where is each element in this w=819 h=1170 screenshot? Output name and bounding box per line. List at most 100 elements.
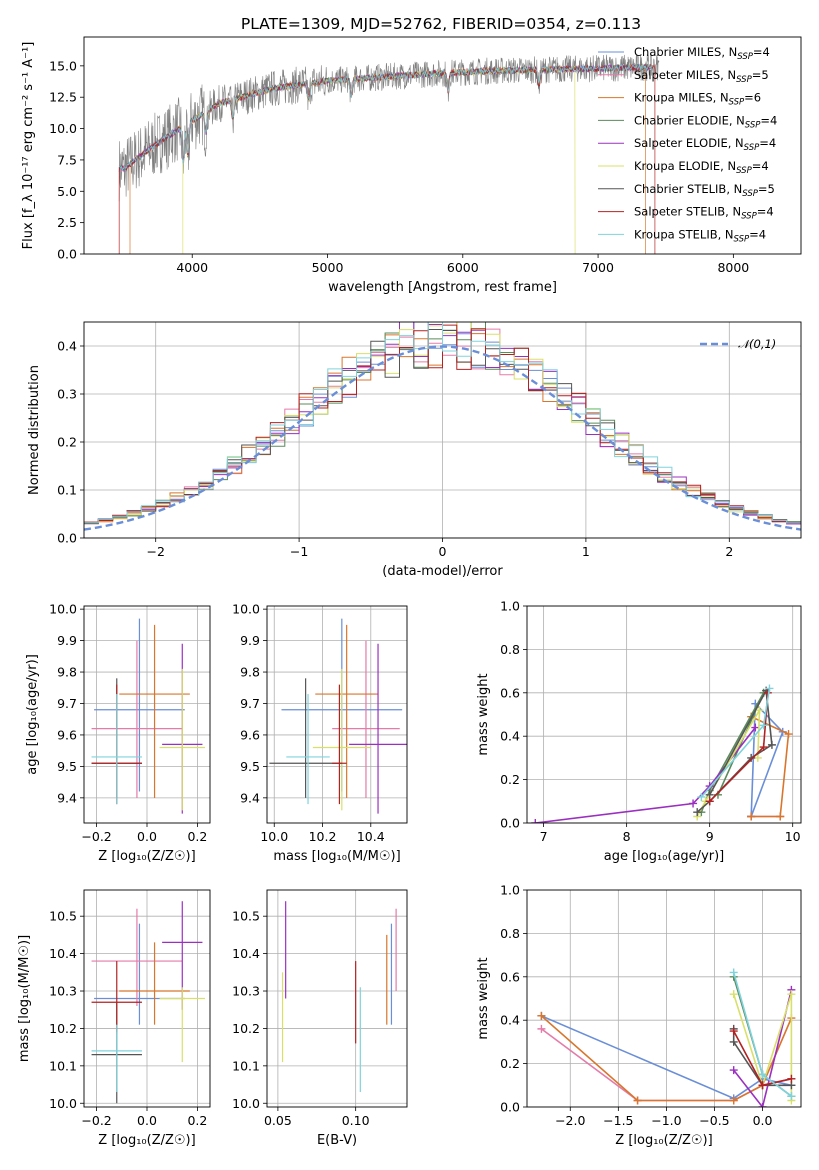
model-spectrum-kroupa_stelib	[118, 63, 652, 171]
y-tick-label: 0.8	[500, 642, 520, 657]
x-tick-label: 9	[706, 829, 714, 844]
y-axis-label: Normed distribution	[27, 365, 42, 495]
x-axis-label: (data-model)/error	[382, 564, 503, 579]
weight-marker-salpeter_stelib	[705, 797, 714, 806]
x-tick-label: −2	[146, 544, 164, 559]
x-tick-label: 0.05	[264, 1113, 292, 1128]
x-tick-label: 0.2	[187, 1113, 207, 1128]
y-tick-label: 10.4	[49, 946, 77, 961]
legend-entry: Salpeter STELIB, NSSP=4	[634, 205, 774, 222]
y-axis-label: mass weight	[476, 673, 491, 755]
y-tick-label: 1.0	[500, 599, 520, 614]
y-tick-label: 9.7	[57, 696, 77, 711]
weight-marker-chabrier_stelib	[767, 740, 776, 749]
y-tick-label: 10.2	[49, 1021, 77, 1036]
legend-entry: Chabrier STELIB, NSSP=5	[634, 182, 775, 199]
weight-line-salpeter_elodie	[733, 989, 793, 1107]
weight-marker-kroupa_elodie	[787, 990, 796, 999]
weight-marker-salpeter_miles	[537, 1024, 546, 1033]
normal-reference-curve	[84, 345, 801, 531]
y-tick-label: 10.0	[232, 602, 260, 617]
x-tick-label: 7000	[582, 260, 614, 275]
panel-weight_vs_age: 7 8 9 10 0.0 0.2 0.4 0.6 0.8 1.0 age [log₁₀(age/yr…	[476, 599, 802, 864]
y-tick-label: 9.8	[240, 665, 260, 680]
panel-spectrum: 4000 5000 6000 7000 8000 0.0 2.5 5.0 7.5 10.0 12.5…	[21, 36, 802, 295]
y-tick-label: 10.3	[49, 984, 77, 999]
plot-area	[84, 890, 210, 1107]
x-tick-label: 8	[623, 829, 631, 844]
x-tick-label: 0	[439, 544, 447, 559]
y-tick-label: 10.4	[232, 946, 260, 961]
x-tick-label: 0.10	[342, 1113, 370, 1128]
y-tick-label: 0.3	[57, 387, 77, 402]
weight-line-kroupa_elodie	[732, 993, 793, 1101]
y-tick-label: 7.5	[57, 152, 77, 167]
y-tick-label: 10.0	[49, 121, 77, 136]
plot-area	[84, 322, 801, 538]
weight-marker-salpeter_elodie	[689, 799, 698, 808]
x-axis-label: Z [log₁₀(Z/Z☉)]	[98, 849, 195, 864]
weight-marker-kroupa_miles	[537, 1011, 546, 1020]
y-tick-label: 9.8	[57, 665, 77, 680]
y-tick-label: 0.4	[500, 1013, 520, 1028]
legend-entry: Chabrier MILES, NSSP=4	[634, 45, 770, 62]
weight-marker-kroupa_stelib	[787, 1092, 796, 1101]
x-axis-label: wavelength [Angstrom, rest frame]	[328, 280, 557, 295]
x-tick-label: −1.5	[603, 1113, 633, 1128]
x-tick-label: 0.0	[137, 1113, 157, 1128]
legend-entry: Kroupa STELIB, NSSP=4	[634, 227, 766, 244]
plot-area	[267, 890, 407, 1107]
y-tick-label: 9.5	[240, 759, 260, 774]
figure-title: PLATE=1309, MJD=52762, FIBERID=0354, z=0…	[241, 15, 641, 33]
y-tick-label: 10.5	[232, 909, 260, 924]
y-tick-label: 10.3	[232, 984, 260, 999]
weight-marker-kroupa_elodie	[755, 706, 764, 715]
x-tick-label: −0.5	[699, 1113, 729, 1128]
y-tick-label: 9.7	[240, 696, 260, 711]
y-tick-label: 0.2	[57, 435, 77, 450]
weight-marker-salpeter_stelib	[758, 1081, 767, 1090]
legend-entry: Salpeter ELODIE, NSSP=4	[634, 136, 776, 153]
y-tick-label: 15.0	[49, 58, 77, 73]
weight-marker-kroupa_miles	[633, 1096, 642, 1105]
panel-residuals: −2 −1 0 1 2 0.0 0.1 0.2 0.3 0.4 (data-model)/error…	[27, 321, 802, 579]
model-spectrum-kroupa_miles	[129, 62, 646, 254]
y-tick-label: 10.0	[49, 602, 77, 617]
plot-area	[527, 606, 801, 823]
x-tick-label: 4000	[176, 260, 208, 275]
y-tick-label: 9.5	[57, 759, 77, 774]
y-tick-label: 10.2	[232, 1021, 260, 1036]
y-tick-label: 5.0	[57, 184, 77, 199]
y-tick-label: 1.0	[500, 883, 520, 898]
y-tick-label: 9.9	[240, 633, 260, 648]
y-tick-label: 0.6	[500, 969, 520, 984]
weight-marker-chabrier_stelib	[729, 1037, 738, 1046]
y-tick-label: 10.1	[232, 1058, 260, 1073]
x-tick-label: −0.2	[81, 829, 111, 844]
weight-marker-chabrier_stelib	[693, 808, 702, 817]
weight-marker-kroupa_miles	[729, 1096, 738, 1105]
x-tick-label: 10.0	[260, 829, 288, 844]
y-tick-label: 0.2	[500, 1056, 520, 1071]
legend-entry: Kroupa ELODIE, NSSP=4	[634, 159, 769, 176]
panel-age_vs_Z: −0.2 0.0 0.2 9.4 9.5 9.6 9.7 9.8 9.9 10.0 Z [log₁₀…	[25, 602, 211, 864]
y-tick-label: 9.9	[57, 633, 77, 648]
y-tick-label: 9.6	[57, 727, 77, 742]
x-tick-label: −1.0	[651, 1113, 681, 1128]
y-tick-label: 9.4	[240, 790, 260, 805]
x-axis-label: E(B-V)	[317, 1133, 357, 1148]
axes-frame	[83, 605, 211, 824]
weight-line-chabrier_miles	[750, 701, 784, 817]
weight-marker-salpeter_elodie	[751, 723, 760, 732]
weight-marker-kroupa_stelib	[729, 968, 738, 977]
residual-histogram-kroupa_stelib	[84, 322, 801, 524]
x-tick-label: 10.2	[309, 829, 337, 844]
weight-marker-kroupa_stelib	[697, 792, 706, 801]
weight-marker-kroupa_miles	[776, 812, 785, 821]
plot-area	[267, 606, 407, 823]
y-tick-label: 12.5	[49, 90, 77, 105]
observed-spectrum	[118, 52, 660, 202]
x-tick-label: 2	[725, 544, 733, 559]
axes-frame	[266, 889, 408, 1108]
